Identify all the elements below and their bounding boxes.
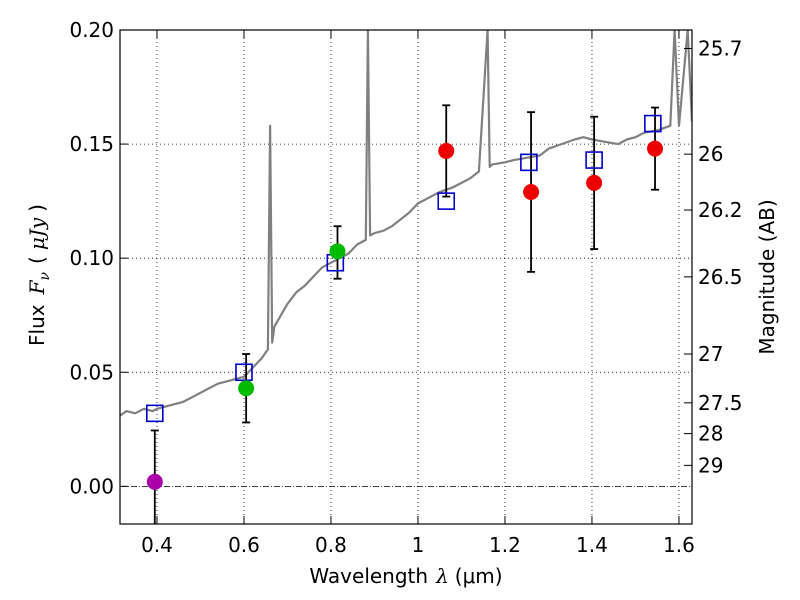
x-tick-label: 1 [412,533,425,557]
x-tick-label: 0.4 [141,533,173,557]
observed-point [146,473,163,490]
observed-point [438,142,455,159]
ticks: 0.4 0.6 0.8 1 1.2 1.4 1.6 0.00 0.05 0.10 0.15 0.20 2… [69,18,742,557]
y2-tick-label: 27 [698,342,723,366]
y2-tick-label: 27.5 [698,391,743,415]
x-tick-label: 1.6 [663,533,695,557]
y2-tick-label: 26.5 [698,265,743,289]
y-tick-label: 0.00 [69,474,114,498]
observed-point [647,140,664,157]
y-axis-subscript: ν [37,272,53,281]
y-axis-label: Flux Fν ( μJy) [25,204,53,346]
sed-model-line [120,30,692,417]
y-axis-label-text: Flux [25,304,49,346]
y2-axis-label: Magnitude (AB) [755,199,779,354]
y-tick-label: 0.05 [69,360,114,384]
y-tick-label: 0.20 [69,18,114,42]
y2-tick-label: 29 [698,453,723,477]
x-axis-symbol: λ [435,564,449,588]
observed-point [329,243,346,260]
y-tick-label: 0.10 [69,246,114,270]
observed-point [523,184,540,201]
x-tick-label: 0.8 [315,533,347,557]
x-tick-label: 1.2 [489,533,521,557]
model-photometry-square [585,151,603,169]
x-tick-label: 1.4 [576,533,608,557]
plot-data [120,30,692,417]
x-axis-label: Wavelength λ (μm) [309,564,502,588]
y2-tick-label: 25.7 [698,36,743,60]
observed-point [586,174,603,191]
x-axis-label-text: Wavelength [309,564,428,588]
y2-tick-label: 28 [698,422,723,446]
markers [145,114,664,490]
observed-point [238,380,255,397]
model-photometry-square [437,192,456,210]
y2-tick-label: 26.2 [698,198,743,222]
x-tick-label: 0.6 [228,533,260,557]
y2-tick-label: 26 [698,142,723,166]
y-axis-unit: μJy [25,217,49,250]
y-axis-unit-open: ( [25,256,49,264]
model-photometry-square [145,404,164,423]
y-axis-symbol: F [25,279,49,295]
model-photometry-square [235,363,253,382]
y-axis-unit-close: ) [25,204,49,212]
model-photometry-square [644,114,662,133]
y-tick-label: 0.15 [69,132,114,156]
model-photometry-square [520,153,538,172]
x-axis-unit: (μm) [455,564,503,588]
